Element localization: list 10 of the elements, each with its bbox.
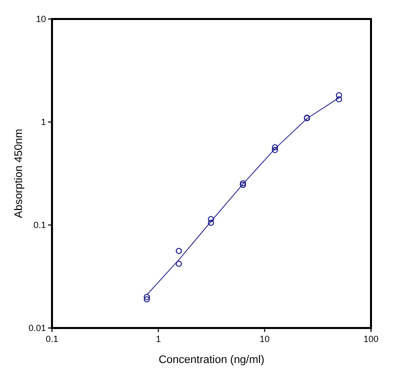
- x-tick-label: 1: [156, 334, 161, 344]
- x-tick-label: 0.1: [46, 334, 58, 344]
- x-tick-label: 10: [260, 334, 270, 344]
- y-tick-label: 0.01: [28, 323, 46, 333]
- x-axis-title: Concentration (ng/ml): [158, 354, 264, 366]
- y-tick-label: 1: [40, 117, 46, 127]
- x-tick-label: 100: [363, 334, 379, 344]
- y-tick-label: 10: [36, 14, 46, 24]
- y-axis-title: Absorption 450nm: [13, 128, 25, 218]
- y-tick-label: 0.1: [33, 220, 46, 230]
